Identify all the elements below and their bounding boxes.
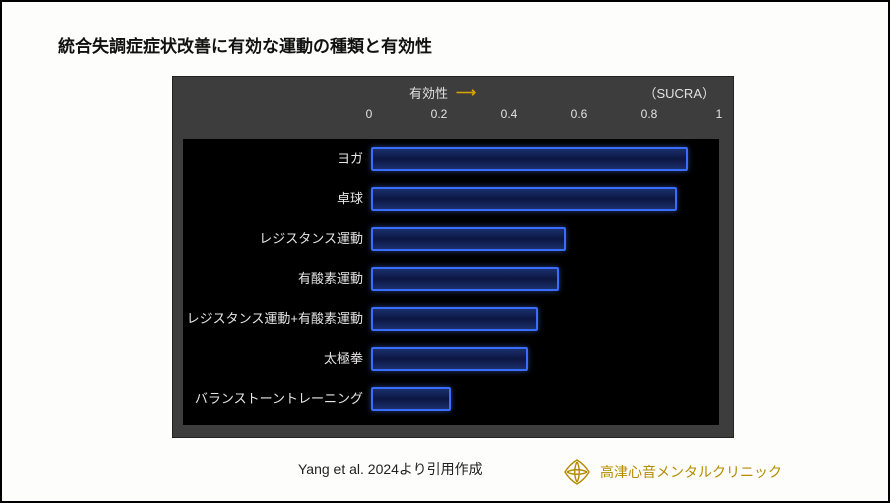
category-label: レジスタンス運動+有酸素運動 bbox=[183, 311, 371, 327]
clinic-logo-icon bbox=[562, 457, 592, 487]
category-label: 太極拳 bbox=[183, 351, 371, 367]
bar-row: 卓球 bbox=[183, 179, 719, 219]
bar-row: 太極拳 bbox=[183, 339, 719, 379]
page-title: 統合失調症症状改善に有効な運動の種類と有効性 bbox=[58, 32, 432, 57]
arrow-right-icon: ⟶ bbox=[456, 84, 475, 101]
bar-track bbox=[371, 339, 719, 379]
x-tick: 0.8 bbox=[641, 107, 658, 121]
sucra-label: （SUCRA） bbox=[643, 83, 715, 102]
bar-track bbox=[371, 259, 719, 299]
bar-row: 有酸素運動 bbox=[183, 259, 719, 299]
plot-area: ヨガ卓球レジスタンス運動有酸素運動レジスタンス運動+有酸素運動太極拳バランストー… bbox=[183, 139, 719, 425]
sucra-bar-chart: 有効性 ⟶ （SUCRA） 0 0.2 0.4 0.6 0.8 1 ヨガ卓球レジスタンス運… bbox=[172, 76, 734, 438]
category-label: レジスタンス運動 bbox=[183, 231, 371, 247]
x-tick: 0.6 bbox=[571, 107, 588, 121]
clinic-name: 高津心音メンタルクリニック bbox=[600, 462, 782, 482]
category-label: ヨガ bbox=[183, 151, 371, 167]
axis-title-text: 有効性 bbox=[409, 83, 448, 102]
category-label: 卓球 bbox=[183, 191, 371, 207]
bar-row: レジスタンス運動 bbox=[183, 219, 719, 259]
bar-track bbox=[371, 139, 719, 179]
category-label: バランストーントレーニング bbox=[183, 391, 371, 407]
x-tick: 0 bbox=[366, 107, 373, 121]
bar bbox=[371, 307, 538, 331]
bar bbox=[371, 187, 677, 211]
x-axis-title: 有効性 ⟶ bbox=[409, 83, 475, 102]
bar bbox=[371, 227, 566, 251]
bar-row: バランストーントレーニング bbox=[183, 379, 719, 419]
bar-row: ヨガ bbox=[183, 139, 719, 179]
bar-row: レジスタンス運動+有酸素運動 bbox=[183, 299, 719, 339]
slide-frame: 統合失調症症状改善に有効な運動の種類と有効性 有効性 ⟶ （SUCRA） 0 0.… bbox=[0, 0, 890, 503]
x-tick: 0.4 bbox=[501, 107, 518, 121]
citation-text: Yang et al. 2024より引用作成 bbox=[298, 459, 483, 479]
chart-header: 有効性 ⟶ （SUCRA） 0 0.2 0.4 0.6 0.8 1 bbox=[173, 77, 733, 137]
bar-track bbox=[371, 379, 719, 419]
x-axis-ticks: 00.20.40.60.81 bbox=[369, 107, 719, 129]
bar bbox=[371, 147, 688, 171]
bar-track bbox=[371, 219, 719, 259]
x-tick: 0.2 bbox=[431, 107, 448, 121]
bar-track bbox=[371, 179, 719, 219]
bar bbox=[371, 267, 559, 291]
category-label: 有酸素運動 bbox=[183, 271, 371, 287]
clinic-logo-block: 高津心音メンタルクリニック bbox=[562, 457, 782, 487]
bar bbox=[371, 347, 528, 371]
bar bbox=[371, 387, 451, 411]
bar-track bbox=[371, 299, 719, 339]
x-tick: 1 bbox=[716, 107, 723, 121]
